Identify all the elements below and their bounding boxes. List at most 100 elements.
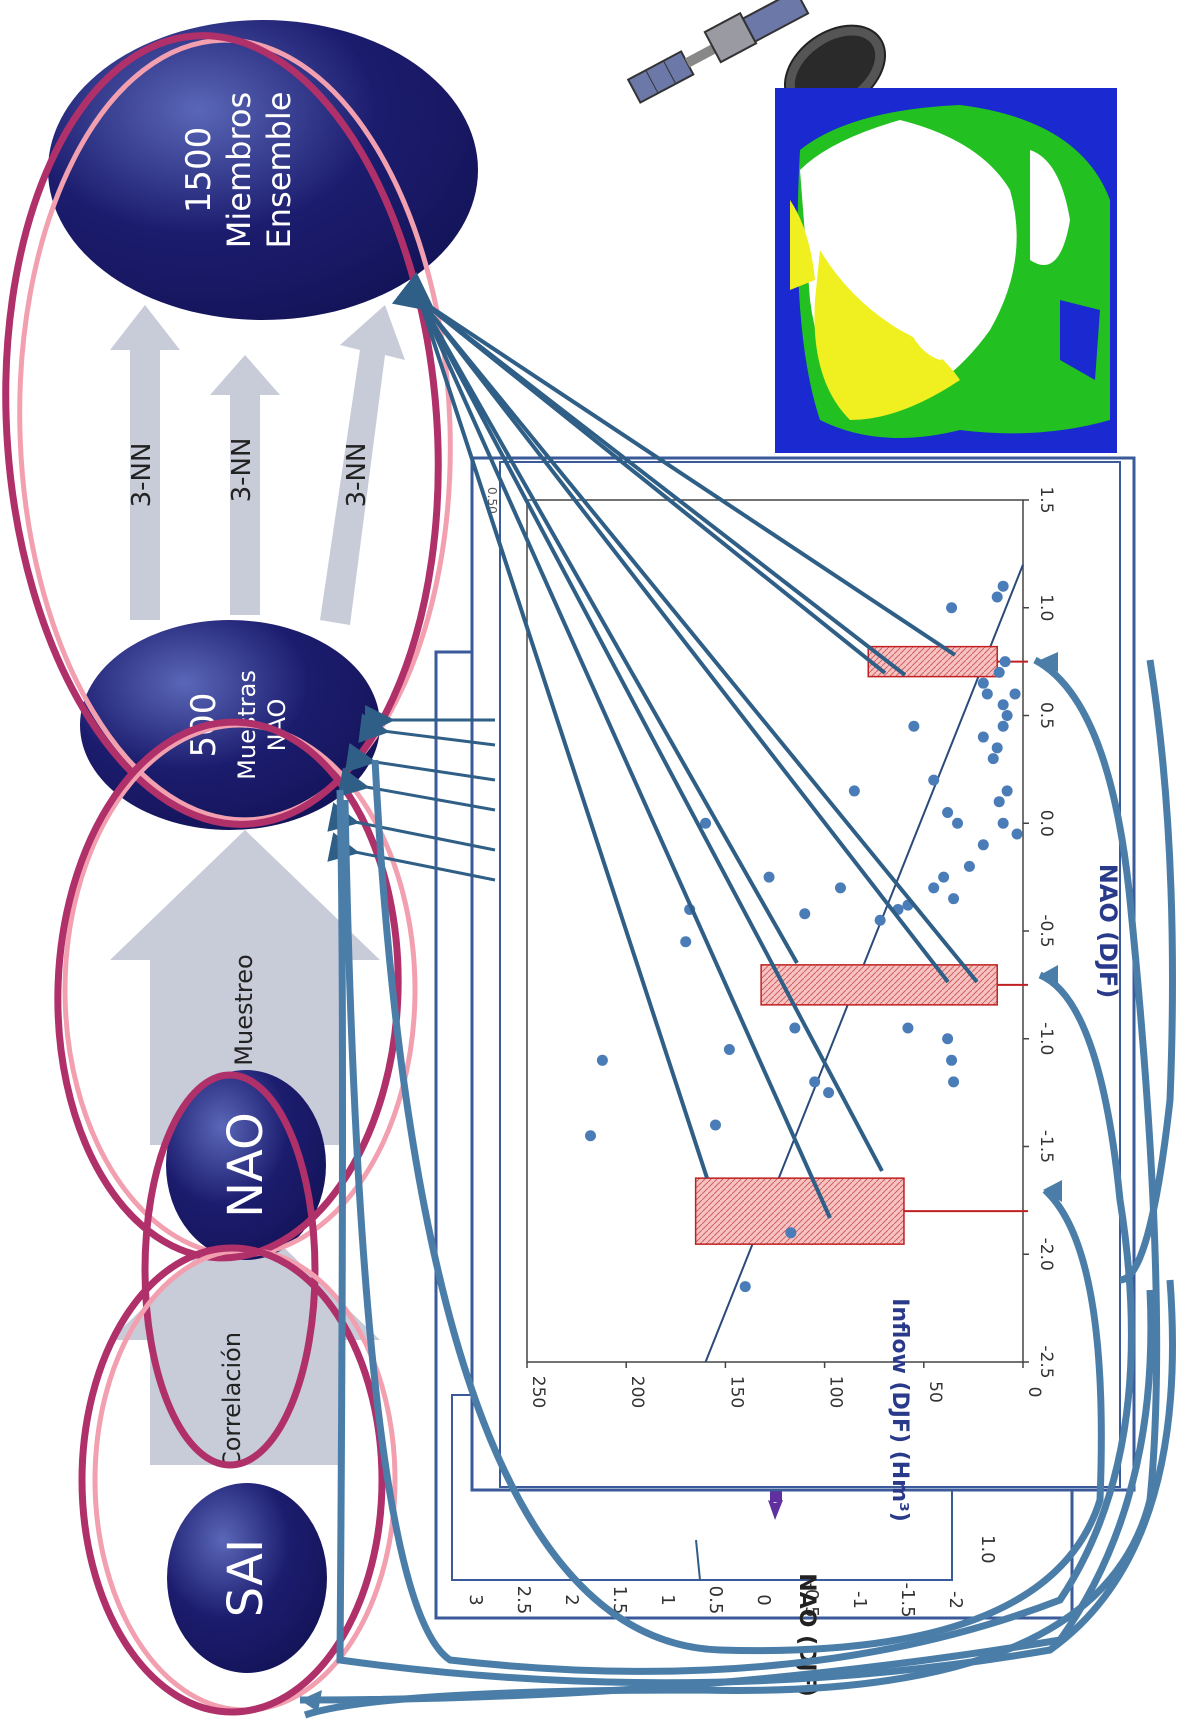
nn-label-1: 3-NN [127, 443, 157, 508]
curve-arrowhead-icon-3 [1043, 1180, 1062, 1202]
back-x-tick-label: 1.5 [609, 1586, 630, 1615]
back-x-tick-label: -2 [945, 1591, 966, 1609]
data-point [680, 936, 692, 948]
nao-label: NAO [218, 1112, 274, 1218]
main-chart-xlabel: NAO (DJF) [1094, 864, 1122, 999]
back-x-tick-label: -0.5 [801, 1582, 822, 1617]
snow-cover-map [775, 88, 1117, 453]
curve-arrowhead-icon-2 [1040, 965, 1058, 987]
data-point [739, 1281, 751, 1293]
data-point [997, 580, 1009, 592]
highlight-box [694, 1177, 905, 1245]
data-point [874, 914, 886, 926]
ensemble-line3: Ensemble [260, 92, 298, 249]
main-chart-ylabel: Inflow (DJF) (Hm³) [887, 1298, 912, 1522]
data-point [1011, 828, 1023, 840]
data-point [1001, 710, 1013, 721]
sai-label: SAI [218, 1539, 274, 1617]
back-chart-x-ticks: 3 2.5 2 1.5 1 0.5 0 -0.5 -1 -1.5 -2 [465, 1582, 966, 1617]
back-x-tick-label: 2 [561, 1594, 582, 1605]
data-point [946, 602, 958, 614]
ensemble-line2: Miembros [220, 92, 258, 248]
y-tick-label: 50 [925, 1381, 945, 1403]
x-tick-label: -2.0 [1036, 1238, 1056, 1271]
data-point [785, 1227, 797, 1239]
main-chart-x-ticks: -2.5 -2.0 -1.5 -1.0 -0.5 0.0 0.5 1.0 1.5 [1023, 486, 1056, 1379]
data-point [946, 1054, 958, 1066]
data-point [938, 871, 950, 883]
data-point [952, 817, 964, 829]
data-point [942, 1033, 954, 1045]
x-tick-label: 1.5 [1036, 486, 1056, 513]
grouping-rings [2, 32, 453, 1716]
data-point [991, 742, 1003, 754]
data-point [928, 774, 940, 786]
nn-arrow-2 [210, 355, 280, 615]
x-tick-label: 1.0 [1036, 594, 1056, 621]
x-tick-label: -1.5 [1036, 1130, 1056, 1163]
data-point [997, 720, 1009, 732]
nn-arrow-1 [110, 305, 180, 620]
y-tick-label: 250 [528, 1376, 548, 1408]
ensemble-line1: 1500 [179, 127, 219, 214]
correlacion-label: Correlación [218, 1332, 246, 1468]
back-x-tick-label: 1 [657, 1594, 678, 1605]
data-point [709, 1119, 721, 1131]
nn-label-2: 3-NN [227, 438, 257, 503]
back-x-tick-label: 0 [753, 1594, 774, 1605]
nn-label-3: 3-NN [342, 443, 372, 508]
data-point [584, 1130, 596, 1142]
curve-arrowhead-icon-1 [1040, 652, 1058, 672]
data-point [700, 817, 712, 829]
main-chart: 0.5 0 -2.5 -2.0 -1.5 -1.0 -0.5 0.0 0.5 1.0 1.5 0 5… [470, 456, 1136, 1522]
back-chart-y-tick: 1.0 [977, 1535, 998, 1564]
data-point [723, 1044, 735, 1056]
x-tick-label: 0.5 [1036, 702, 1056, 729]
data-point [993, 796, 1005, 808]
back-x-tick-label: 0.5 [705, 1586, 726, 1615]
data-point [1009, 688, 1021, 700]
purple-arrow-icon [768, 1500, 783, 1520]
data-point [977, 677, 989, 689]
data-point [991, 591, 1003, 603]
data-point [789, 1022, 801, 1034]
y-tick-label: 0 [1024, 1387, 1044, 1398]
back-x-tick-label: -1 [849, 1591, 870, 1609]
x-tick-label: -0.5 [1036, 914, 1056, 947]
data-point [902, 1022, 914, 1034]
data-point [981, 688, 993, 700]
scatter-points [584, 580, 1023, 1293]
data-point [948, 1076, 960, 1088]
feedback-curves [299, 656, 1176, 1719]
y-tick-label: 200 [627, 1376, 647, 1408]
gray-arrows [110, 305, 405, 1465]
sai-node: SAI [167, 1483, 327, 1673]
back-x-tick-label: 2.5 [513, 1586, 534, 1615]
x-tick-label: -1.0 [1036, 1022, 1056, 1055]
data-point [763, 871, 775, 883]
y-tick-label: 100 [826, 1376, 846, 1408]
data-point [908, 720, 920, 732]
data-point [977, 839, 989, 851]
sai-arrowhead-icon [300, 1690, 322, 1712]
ensemble-node: 1500 Miembros Ensemble [48, 20, 478, 320]
data-point [977, 731, 989, 743]
data-point [993, 666, 1005, 678]
data-point [928, 882, 940, 894]
feedback-curve-arrowheads [300, 652, 1062, 1712]
data-point [834, 882, 846, 894]
back-x-tick-label: 3 [465, 1594, 486, 1605]
back-x-tick-label: -1.5 [897, 1582, 918, 1617]
muestreo-label: Muestreo [230, 954, 258, 1065]
data-point [963, 860, 975, 872]
data-point [809, 1076, 821, 1088]
correlacion-arrow [110, 1210, 380, 1465]
data-point [997, 699, 1009, 711]
muestreo-arrow [110, 830, 380, 1145]
x-tick-label: -2.5 [1036, 1345, 1056, 1378]
data-point [596, 1054, 608, 1066]
data-point [848, 785, 860, 797]
data-point [823, 1087, 835, 1099]
y-tick-label: 150 [726, 1376, 746, 1408]
